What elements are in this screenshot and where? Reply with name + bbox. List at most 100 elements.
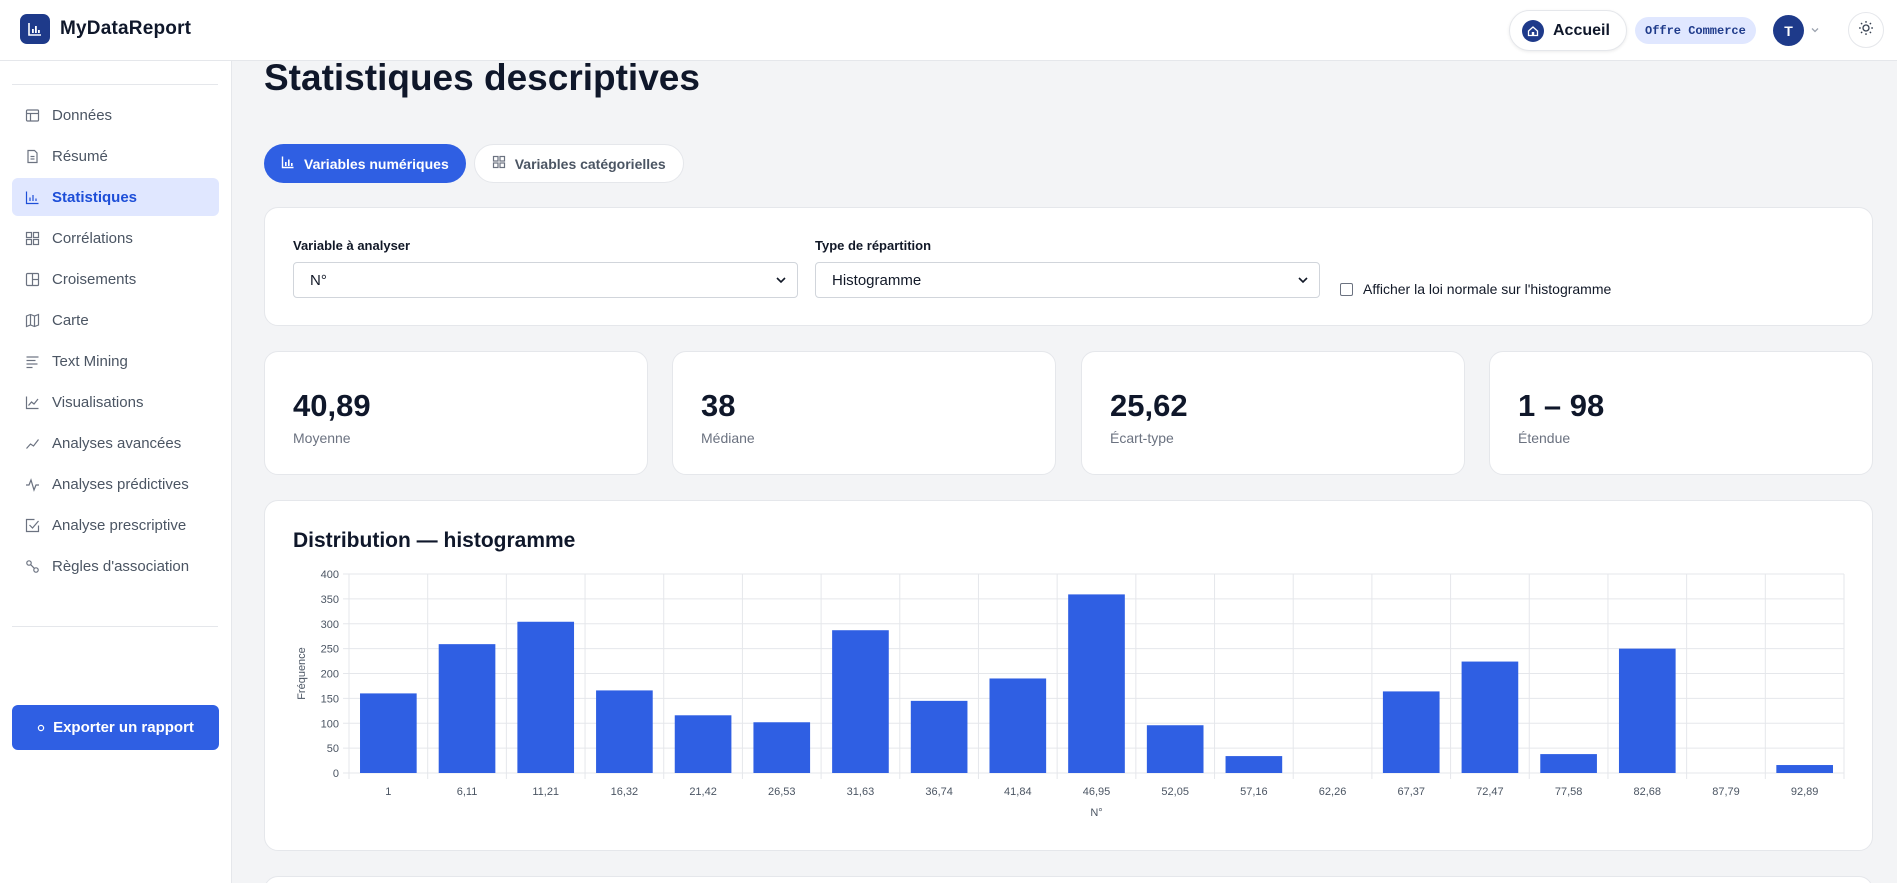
sidebar-item-visualisations[interactable]: Visualisations	[12, 383, 219, 421]
y-tick-label: 0	[333, 768, 339, 780]
export-report-button[interactable]: Exporter un rapport	[12, 705, 219, 750]
trend-icon	[25, 436, 40, 451]
tab-categorical-variables[interactable]: Variables catégorielles	[473, 144, 684, 183]
stat-value: 38	[701, 388, 736, 423]
sidebar-item-label: Analyses avancées	[52, 434, 182, 452]
stat-card-range: 1 – 98 Étendue	[1489, 351, 1873, 475]
sidebar-item-correlations[interactable]: Corrélations	[12, 219, 219, 257]
grid-icon	[25, 231, 40, 246]
histogram-bar	[1618, 648, 1676, 773]
filters-card: Variable à analyser N° Type de répartiti…	[264, 207, 1873, 326]
x-axis-label: N°	[1090, 807, 1102, 819]
sidebar-divider	[12, 84, 218, 85]
sidebar-item-label: Résumé	[52, 147, 108, 165]
x-tick-label: 52,05	[1161, 786, 1189, 798]
sidebar-item-label: Statistiques	[52, 188, 138, 206]
histogram-bar	[1461, 661, 1519, 773]
sidebar-item-donnees[interactable]: Données	[12, 96, 219, 134]
x-tick-label: 21,42	[689, 786, 717, 798]
line-chart-icon	[25, 395, 40, 410]
histogram-bar	[1540, 754, 1597, 773]
x-tick-label: 1	[385, 786, 391, 798]
stat-value: 1 – 98	[1518, 388, 1605, 423]
histogram-bar	[832, 630, 889, 773]
x-tick-label: 46,95	[1083, 786, 1111, 798]
sidebar-item-analyses-predictives[interactable]: Analyses prédictives	[12, 465, 219, 503]
sidebar-item-analyses-avancees[interactable]: Analyses avancées	[12, 424, 219, 462]
x-tick-label: 62,26	[1319, 786, 1347, 798]
sidebar-divider	[12, 626, 218, 627]
brand[interactable]: MyDataReport	[20, 14, 191, 44]
brand-logo-icon	[20, 14, 50, 44]
x-tick-label: 57,16	[1240, 786, 1268, 798]
x-tick-label: 82,68	[1634, 786, 1662, 798]
sidebar-item-label: Carte	[52, 311, 89, 329]
grid-icon	[492, 155, 506, 172]
y-tick-label: 200	[321, 669, 339, 681]
map-icon	[25, 313, 40, 328]
sun-icon	[1858, 20, 1874, 41]
sidebar-item-label: Corrélations	[52, 229, 133, 247]
chevron-down-icon	[1297, 273, 1309, 291]
sidebar-item-carte[interactable]: Carte	[12, 301, 219, 339]
x-tick-label: 72,47	[1476, 786, 1504, 798]
text-lines-icon	[25, 354, 40, 369]
histogram-bar	[1068, 594, 1125, 773]
histogram-bar	[438, 644, 496, 773]
home-label: Accueil	[1553, 21, 1610, 39]
chevron-down-icon	[775, 273, 787, 291]
distribution-type-value: Histogramme	[832, 271, 922, 289]
sidebar-item-croisements[interactable]: Croisements	[12, 260, 219, 298]
sidebar-item-label: Visualisations	[52, 393, 144, 411]
histogram-bar	[1382, 691, 1440, 773]
y-tick-label: 300	[321, 619, 339, 631]
sidebar-item-analyse-prescriptive[interactable]: Analyse prescriptive	[12, 506, 219, 544]
stat-label: Étendue	[1518, 430, 1571, 446]
app-name: MyDataReport	[60, 18, 192, 39]
user-menu[interactable]: T	[1773, 15, 1820, 46]
y-tick-label: 100	[321, 718, 339, 730]
sidebar-item-label: Croisements	[52, 270, 137, 288]
histogram-bar	[1225, 756, 1283, 773]
x-tick-label: 36,74	[925, 786, 953, 798]
avatar: T	[1773, 15, 1804, 46]
sidebar-item-statistiques[interactable]: Statistiques	[12, 178, 219, 216]
document-icon	[25, 149, 40, 164]
tab-label: Variables numériques	[304, 155, 449, 172]
chart-title: Distribution — histogramme	[293, 529, 576, 552]
normal-law-label: Afficher la loi normale sur l'histogramm…	[1363, 281, 1612, 297]
histogram-bar	[989, 678, 1047, 773]
distribution-type-select[interactable]: Histogramme	[815, 262, 1320, 298]
sidebar-item-text-mining[interactable]: Text Mining	[12, 342, 219, 380]
page-title: Statistiques descriptives	[264, 57, 700, 98]
sidebar-item-resume[interactable]: Résumé	[12, 137, 219, 175]
histogram-bar	[1776, 765, 1833, 773]
home-button[interactable]: Accueil	[1509, 10, 1627, 51]
sidebar-item-label: Analyse prescriptive	[52, 516, 187, 534]
normal-law-option[interactable]: Afficher la loi normale sur l'histogramm…	[1340, 281, 1611, 297]
histogram-bar	[674, 715, 732, 773]
columns-icon	[25, 272, 40, 287]
theme-toggle-button[interactable]	[1848, 12, 1884, 48]
x-tick-label: 87,79	[1712, 786, 1740, 798]
variable-select[interactable]: N°	[293, 262, 798, 298]
histogram-bar	[517, 621, 575, 773]
y-tick-label: 350	[321, 594, 339, 606]
stat-card-std-dev: 25,62 Écart-type	[1081, 351, 1465, 475]
export-label: Exporter un rapport	[53, 719, 194, 736]
distribution-type-label: Type de répartition	[815, 238, 932, 253]
check-square-icon	[25, 518, 40, 533]
y-tick-label: 50	[327, 743, 339, 755]
x-tick-label: 92,89	[1791, 786, 1819, 798]
sidebar-item-label: Données	[52, 106, 113, 124]
histogram-bar	[1146, 725, 1204, 773]
tab-numeric-variables[interactable]: Variables numériques	[264, 144, 466, 183]
normal-law-checkbox[interactable]	[1340, 282, 1353, 296]
x-tick-label: 26,53	[768, 786, 796, 798]
sidebar-item-regles-d-association[interactable]: Règles d'association	[12, 547, 219, 585]
y-tick-label: 400	[321, 569, 339, 581]
home-icon	[1522, 19, 1544, 42]
y-axis-label: Fréquence	[296, 647, 308, 700]
x-tick-label: 31,63	[847, 786, 875, 798]
sidebar-item-label: Analyses prédictives	[52, 475, 189, 493]
